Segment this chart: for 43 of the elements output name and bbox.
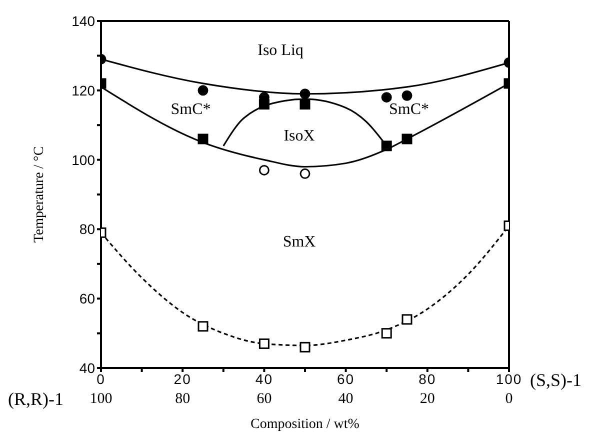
x-tick-label: 100 xyxy=(496,370,522,387)
x2-tick-label: 60 xyxy=(256,391,272,408)
point xyxy=(300,168,310,179)
y-tick-label: 60 xyxy=(79,290,96,307)
x2-tick-label: 20 xyxy=(420,391,435,408)
point xyxy=(402,90,412,101)
annotation: SmC* xyxy=(170,101,211,118)
point xyxy=(258,99,270,110)
annotation: SmX xyxy=(282,233,316,250)
point xyxy=(381,328,392,339)
y-tick-label: 100 xyxy=(72,152,96,168)
point xyxy=(381,140,392,152)
y-tick-label: 40 xyxy=(79,360,96,376)
point xyxy=(300,342,310,352)
y-tick-label: 140 xyxy=(72,12,96,29)
annotation: Iso Liq xyxy=(258,42,304,59)
y-tick-label: 80 xyxy=(79,221,96,238)
text: (S,S)-1 xyxy=(530,370,582,391)
y-axis-title: Temperature / °C xyxy=(32,146,47,243)
x2-tick-label: 40 xyxy=(338,391,354,408)
point xyxy=(300,99,310,110)
point xyxy=(300,88,310,100)
point xyxy=(258,338,270,349)
x-tick-label: 20 xyxy=(174,370,192,387)
x2-tick-label: 100 xyxy=(90,391,112,408)
x-axis-title: Composition / wt% xyxy=(250,417,360,432)
point xyxy=(198,321,208,332)
x-tick-label: 40 xyxy=(255,370,273,387)
point xyxy=(381,92,392,103)
point xyxy=(402,314,412,325)
point xyxy=(198,85,208,96)
annotation: IsoX xyxy=(284,128,316,145)
annotation: SmC* xyxy=(389,101,430,118)
y-tick-label: 120 xyxy=(72,82,96,98)
x-tick-label: 60 xyxy=(337,370,355,387)
point xyxy=(402,134,412,144)
point xyxy=(198,134,208,144)
x-tick-label: 80 xyxy=(418,370,436,387)
x2-tick-label: 80 xyxy=(175,391,190,408)
point xyxy=(258,164,270,176)
text: (R,R)-1 xyxy=(8,389,64,410)
x-tick-label: 0 xyxy=(96,370,106,387)
x2-tick-label: 0 xyxy=(505,391,513,408)
